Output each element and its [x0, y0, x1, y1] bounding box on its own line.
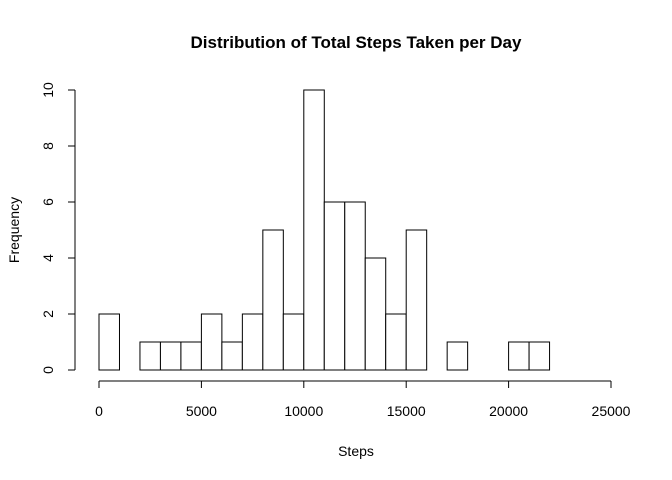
histogram-bar: [303, 89, 325, 371]
chart-title: Distribution of Total Steps Taken per Da…: [191, 33, 522, 52]
y-tick-label: 4: [40, 254, 56, 262]
x-tick-label: 15000: [387, 403, 426, 419]
y-tick-label: 6: [40, 198, 56, 206]
histogram-bar: [159, 341, 182, 371]
x-tick-label: 0: [95, 403, 103, 419]
y-tick-label: 10: [40, 82, 56, 98]
y-tick-label: 0: [40, 366, 56, 374]
histogram-bar: [241, 313, 264, 371]
x-axis-label: Steps: [338, 443, 374, 459]
x-tick-label: 5000: [186, 403, 217, 419]
x-axis: 0 5000 10000 15000 20000 25000: [95, 380, 631, 419]
bars-group: [98, 89, 551, 371]
histogram-bar: [221, 341, 243, 371]
histogram-bar: [364, 257, 387, 371]
x-tick-label: 25000: [592, 403, 631, 419]
x-tick-label: 10000: [284, 403, 323, 419]
histogram-bar: [446, 341, 469, 371]
y-tick-label: 2: [40, 310, 56, 318]
histogram-bar: [405, 229, 428, 371]
histogram-bar: [344, 201, 366, 371]
histogram-bar: [180, 341, 202, 371]
histogram-bar: [323, 201, 346, 371]
y-axis: 0 2 4 6 8 10: [40, 82, 76, 374]
histogram-bar: [98, 313, 120, 371]
y-axis-label: Frequency: [6, 197, 22, 263]
y-tick-label: 8: [40, 142, 56, 150]
histogram-bar: [200, 313, 223, 371]
histogram-bar: [139, 341, 161, 371]
histogram-bar: [508, 341, 530, 371]
histogram-bar: [282, 313, 305, 371]
histogram-bar: [528, 341, 551, 371]
histogram-bar: [385, 313, 407, 371]
histogram-bar: [262, 229, 284, 371]
x-tick-label: 20000: [489, 403, 528, 419]
